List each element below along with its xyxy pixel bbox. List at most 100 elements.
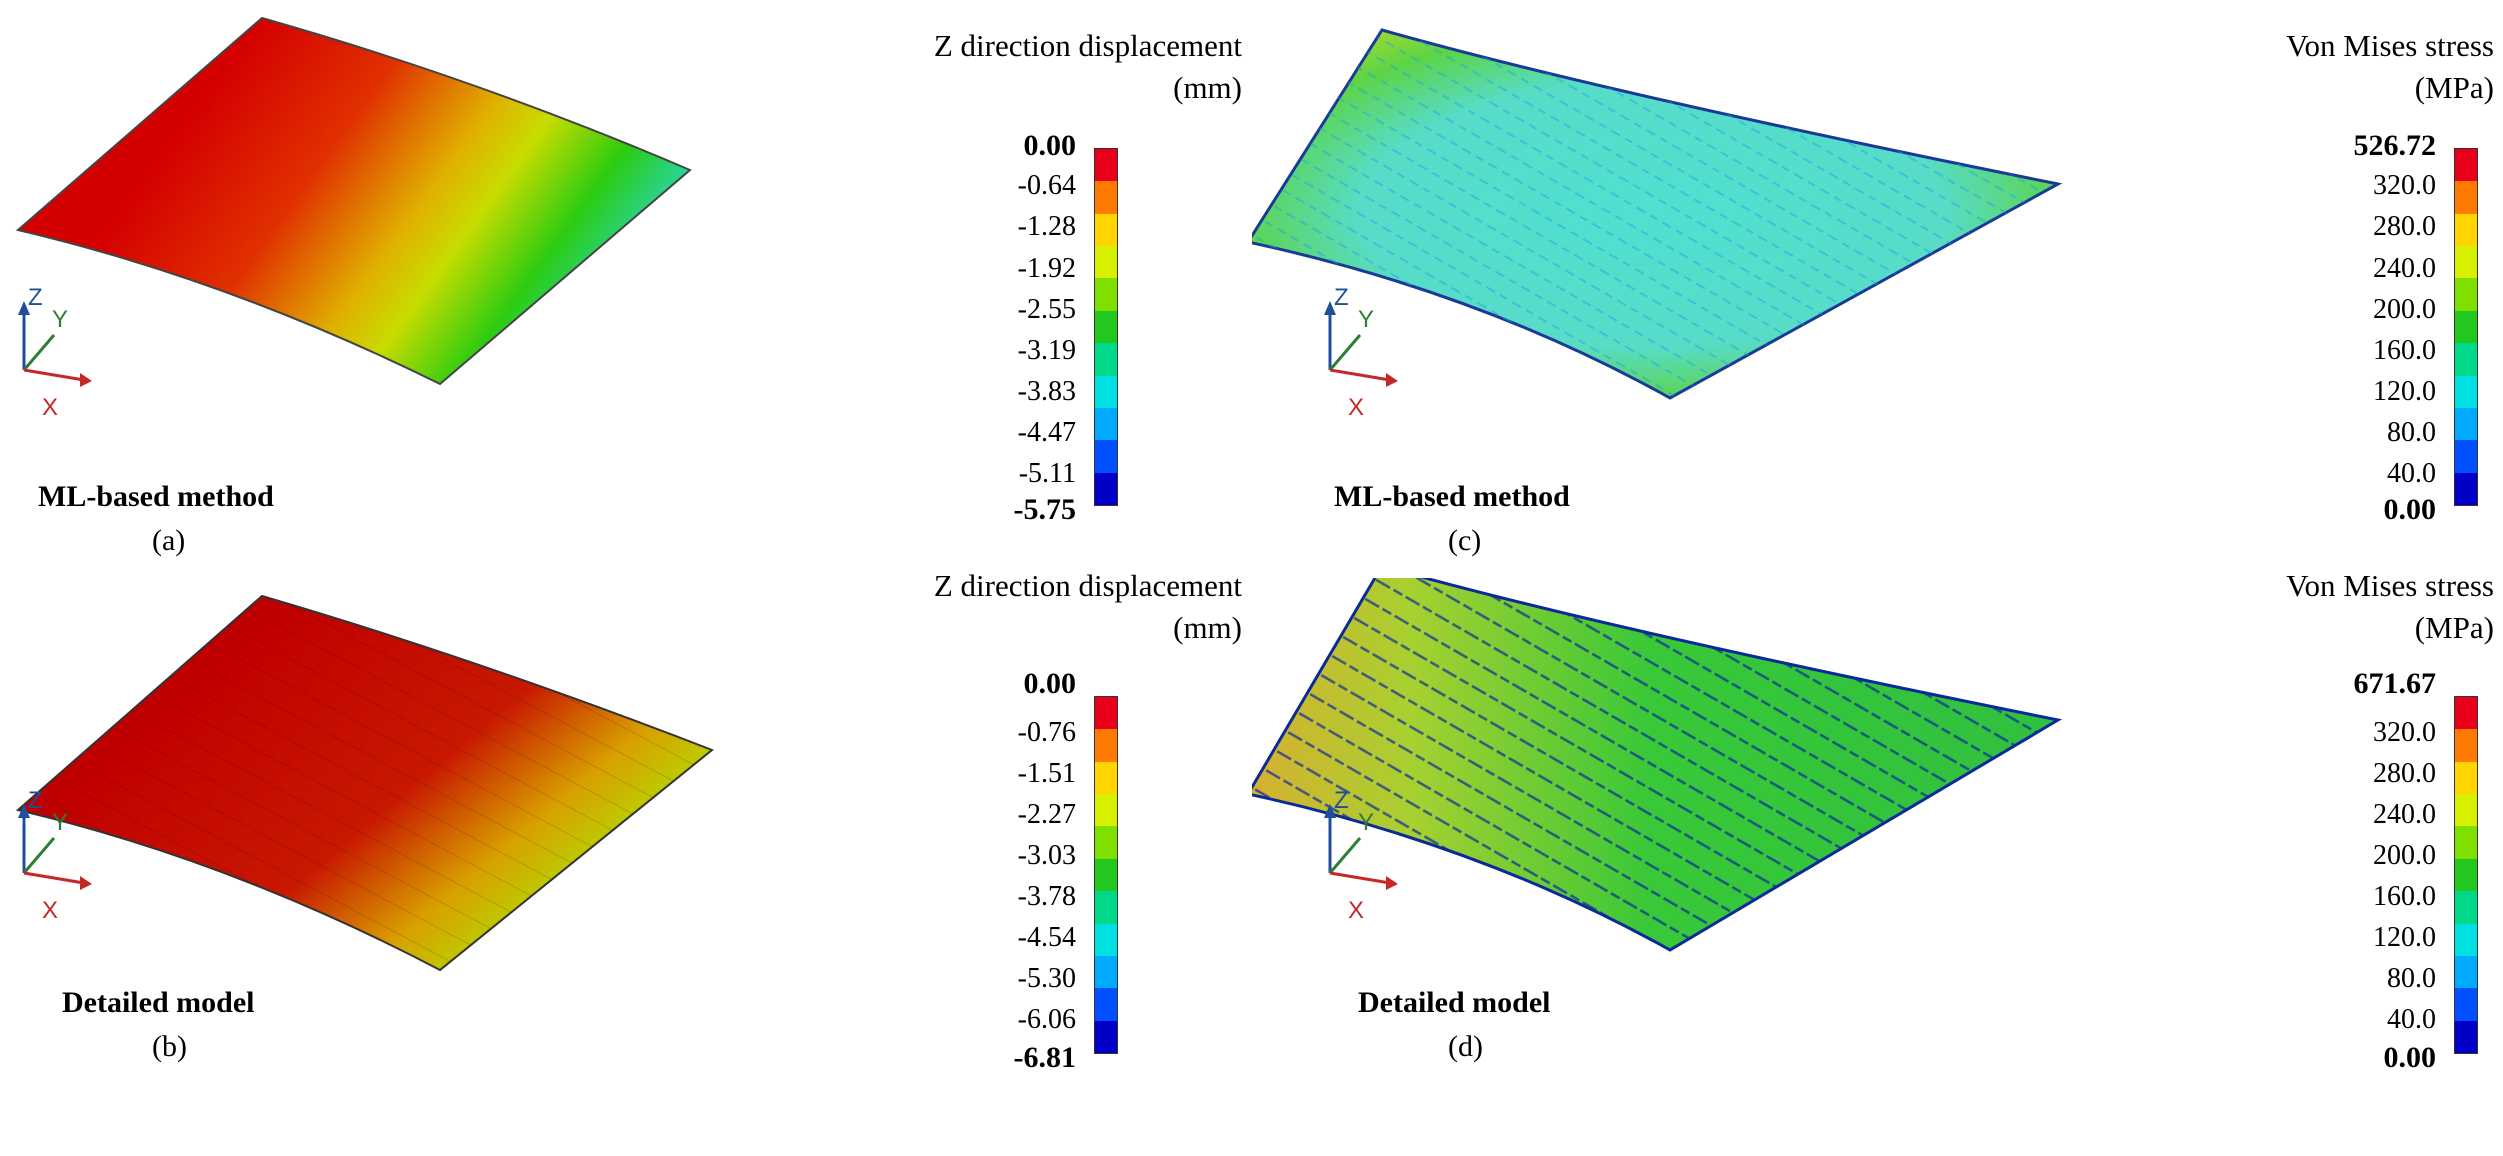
colorbar-tick: 40.0 [2387,1004,2436,1035]
legend-unit: (MPa) [2414,610,2494,645]
colorbar-segment [2455,149,2477,182]
colorbar-tick: -3.83 [1017,376,1076,407]
legend-unit: (MPa) [2414,70,2494,105]
colorbar-segment [2455,343,2477,376]
colorbar-tick: -3.19 [1017,335,1076,366]
colorbar-segment [2455,472,2477,505]
colorbar-tick: -5.11 [1018,458,1076,489]
colorbar-segment [2455,826,2477,859]
panel-a: Z direction displacement (mm) 0.00 -5.75… [0,0,1252,578]
plate-contour-c [1252,28,2063,400]
colorbar-max-label: 0.00 [1023,129,1077,162]
colorbar-tick: 160.0 [2373,881,2436,912]
axis-y-label: Y [1358,306,1374,333]
panel-letter: (d) [1448,1030,1483,1063]
colorbar-tick: 200.0 [2373,840,2436,871]
axis-y-label: Y [52,306,68,333]
colorbar-segment [2455,794,2477,827]
colorbar-segment [2455,891,2477,924]
panel-letter: (b) [152,1030,187,1063]
colorbar-tick: -1.28 [1017,211,1076,242]
colorbar-max-label: 526.72 [2353,129,2437,162]
colorbar-tick: 200.0 [2373,294,2436,325]
method-label: Detailed model [1358,986,1551,1019]
colorbar-tick: -3.03 [1017,840,1076,871]
colorbar-segment [1095,213,1117,247]
colorbar-segment [1095,472,1117,505]
axis-x-label: X [42,394,58,421]
colorbar-segment [1095,697,1117,730]
axis-x-label: X [1348,394,1364,421]
colorbar-tick: -2.55 [1017,294,1076,325]
panel-letter: (a) [152,524,186,557]
colorbar-segment [1095,278,1117,311]
colorbar-segment [1095,761,1117,795]
axis-z-label: Z [1334,787,1349,814]
colorbar-segment [1095,794,1117,827]
colorbar-tick: 320.0 [2373,170,2436,201]
colorbar-tick: 160.0 [2373,335,2436,366]
colorbar [1094,696,1118,1054]
axis-y-label: Y [52,809,68,836]
colorbar-tick: -4.54 [1017,922,1076,953]
colorbar-segment [2455,375,2477,408]
colorbar-segment [1095,729,1117,762]
colorbar-segment [2455,697,2477,730]
colorbar-segment [2455,407,2477,441]
colorbar-segment [1095,826,1117,859]
colorbar-segment [2455,955,2477,989]
panel-d: Von Mises stress (MPa) 671.67 0.00 320.0… [1252,568,2503,1156]
axis-triad: Z Y X [18,787,92,924]
colorbar-min-label: 0.00 [2383,493,2437,526]
colorbar-segment [1095,955,1117,989]
colorbar-segment [2455,278,2477,311]
colorbar-segment [1095,310,1117,344]
colorbar-tick: 320.0 [2373,717,2436,748]
colorbar-tick: -0.64 [1017,170,1076,201]
colorbar-tick: 120.0 [2373,922,2436,953]
colorbar-min-label: -6.81 [1013,1041,1077,1074]
colorbar-tick: -5.30 [1017,963,1076,994]
colorbar-segment [1095,923,1117,956]
colorbar-segment [1095,891,1117,924]
plate-contour-b [15,594,714,972]
axis-triad: Z Y X [18,284,92,421]
colorbar-max-label: 0.00 [1023,667,1077,700]
axis-z-label: Z [28,787,43,814]
legend-unit: (mm) [1173,70,1242,105]
colorbar-segment [2455,213,2477,247]
method-label: ML-based method [1334,480,1570,513]
colorbar-segment [1095,1020,1117,1053]
colorbar-segment [2455,246,2477,279]
colorbar-max-label: 671.67 [2353,667,2437,700]
axis-triad: Z Y X [1324,284,1398,421]
colorbar-tick: 240.0 [2373,799,2436,830]
plate-contour-a [15,16,692,386]
colorbar-segment [1095,988,1117,1021]
colorbar-tick: -4.47 [1017,417,1076,448]
legend-unit: (mm) [1173,610,1242,645]
colorbar-tick: 40.0 [2387,458,2436,489]
colorbar-segment [1095,181,1117,214]
colorbar-tick: 80.0 [2387,417,2436,448]
legend-title: Z direction displacement [933,568,1242,603]
axis-z-label: Z [1334,284,1349,311]
colorbar-segment [1095,440,1117,473]
colorbar-segment [2455,729,2477,762]
method-label: ML-based method [38,480,274,513]
colorbar-segment [2455,858,2477,892]
colorbar-segment [2455,440,2477,473]
colorbar-tick: 240.0 [2373,253,2436,284]
legend-title: Von Mises stress [2286,28,2494,63]
colorbar-segment [2455,181,2477,214]
colorbar-tick: 280.0 [2373,758,2436,789]
colorbar-tick: -6.06 [1017,1004,1076,1035]
colorbar-tick: 80.0 [2387,963,2436,994]
colorbar-segment [2455,310,2477,344]
axis-x-label: X [42,897,58,924]
colorbar [1094,148,1118,506]
colorbar-tick: 120.0 [2373,376,2436,407]
colorbar-min-label: 0.00 [2383,1041,2437,1074]
colorbar-segment [1095,246,1117,279]
colorbar-segment [1095,149,1117,182]
